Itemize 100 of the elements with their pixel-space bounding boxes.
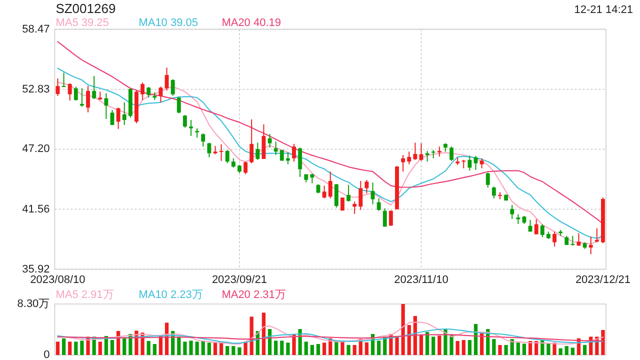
candlestick	[576, 232, 581, 246]
candlestick	[116, 107, 120, 130]
line-series	[57, 328, 604, 344]
bar	[219, 342, 224, 355]
candlestick	[298, 147, 302, 178]
candlestick	[328, 171, 332, 199]
bar	[468, 340, 472, 355]
bar	[298, 329, 302, 355]
candlestick	[552, 231, 556, 248]
candlestick	[256, 142, 260, 160]
candlestick	[407, 151, 412, 165]
candlestick	[468, 155, 472, 172]
bar	[377, 340, 381, 355]
bar	[570, 348, 574, 355]
candlestick	[540, 224, 544, 238]
text: MA20 2.31万	[222, 289, 286, 301]
candlestick	[382, 208, 387, 228]
candlestick	[413, 142, 418, 160]
bar	[450, 334, 454, 355]
y-tick-label: 47.20	[22, 143, 50, 156]
chart-title: SZ001269	[56, 1, 116, 16]
candlestick	[480, 158, 484, 169]
bar	[395, 336, 399, 355]
bar	[183, 342, 187, 355]
candlestick	[474, 155, 478, 170]
candlestick	[201, 132, 206, 148]
bar	[146, 340, 150, 355]
candlestick	[292, 143, 296, 162]
candlestick	[122, 102, 126, 126]
bar	[364, 342, 369, 355]
bar	[456, 340, 460, 355]
candlestick	[176, 96, 181, 114]
candlestick	[158, 86, 163, 103]
candlestick	[182, 114, 187, 128]
candlestick	[340, 197, 344, 212]
candlestick	[431, 149, 436, 159]
candlestick	[498, 192, 502, 200]
bar	[601, 330, 605, 355]
candlestick	[170, 78, 175, 96]
bar	[504, 344, 508, 355]
bar	[68, 342, 72, 355]
bar	[56, 342, 60, 355]
y-tick-label: 52.83	[22, 83, 50, 96]
bar	[438, 336, 442, 355]
bar	[564, 346, 568, 355]
bar	[80, 340, 84, 355]
candlestick	[140, 82, 145, 100]
bar	[232, 346, 236, 355]
bar	[201, 340, 205, 355]
bar	[322, 342, 326, 355]
candlestick	[437, 146, 442, 158]
candlestick	[570, 235, 575, 246]
bar	[546, 343, 550, 355]
candlestick	[250, 118, 254, 164]
bar	[122, 338, 126, 355]
bar	[189, 340, 193, 355]
bar	[226, 346, 230, 355]
candlestick	[486, 172, 490, 188]
candlestick	[274, 141, 278, 156]
candlestick	[262, 124, 266, 160]
candlestick	[195, 128, 200, 138]
bar	[195, 342, 199, 355]
bar	[207, 342, 212, 355]
bar	[74, 342, 78, 355]
candlestick	[364, 179, 369, 194]
y-tick-label: 8.30万	[17, 298, 50, 310]
candlestick	[244, 161, 248, 175]
x-tick-label: 2023/11/10	[394, 274, 448, 286]
text: 12-21 14:21	[574, 4, 633, 16]
bar	[316, 344, 320, 355]
bar	[238, 347, 242, 355]
y-tick-label: 0	[44, 349, 50, 360]
candlestick	[322, 185, 326, 199]
bar	[346, 344, 350, 355]
line-series	[57, 41, 604, 224]
candlestick	[62, 72, 66, 88]
y-tick-label: 58.47	[22, 23, 50, 36]
bar	[280, 340, 284, 355]
bar	[552, 342, 556, 355]
candlestick	[310, 173, 314, 184]
text: MA20 40.19	[222, 17, 282, 29]
candlestick	[564, 235, 569, 246]
candlestick	[376, 198, 381, 212]
candlestick	[346, 184, 350, 202]
candlestick	[370, 182, 375, 205]
bar	[177, 336, 181, 355]
bar	[462, 340, 466, 355]
candlestick	[516, 214, 520, 224]
y-tick-label: 41.56	[22, 203, 50, 216]
bar	[152, 344, 156, 355]
candlestick	[492, 186, 496, 199]
candlestick	[104, 92, 108, 120]
bar	[304, 342, 308, 355]
text: MA10 39.05	[138, 17, 198, 29]
bar	[522, 344, 526, 355]
bar	[62, 338, 66, 355]
y-tick-label: 35.92	[22, 263, 50, 276]
bar	[407, 325, 411, 355]
bar	[425, 332, 430, 355]
bar	[244, 342, 248, 355]
